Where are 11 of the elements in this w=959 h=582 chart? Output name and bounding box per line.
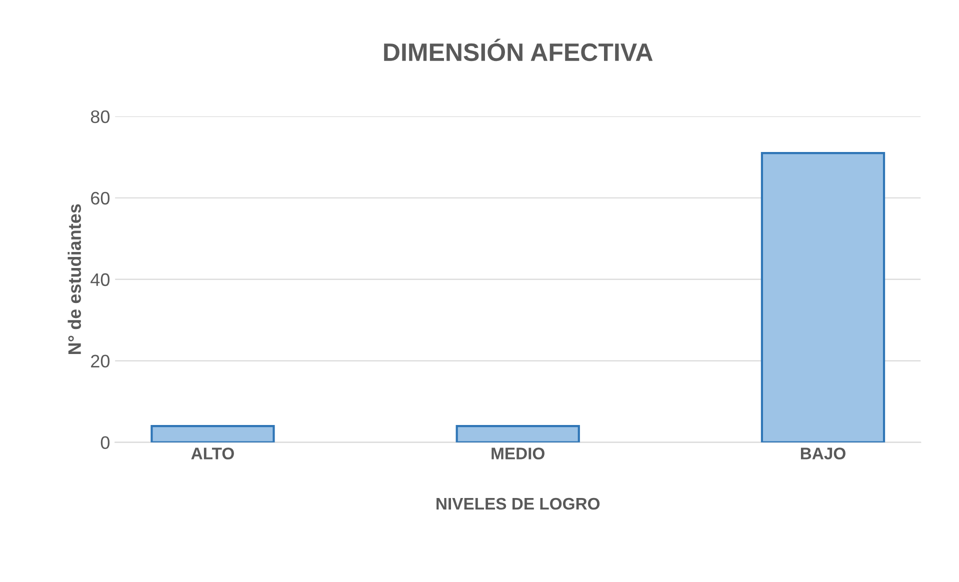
y-tick-label: 0: [100, 436, 110, 450]
x-tick-label: BAJO: [800, 448, 846, 460]
x-tick-label: ALTO: [191, 448, 234, 460]
y-tick-label: 40: [90, 273, 110, 286]
y-tick-label: 60: [91, 192, 110, 205]
y-axis-title: N° de estudiantes: [68, 204, 82, 354]
x-tick-label: MEDIO: [492, 448, 544, 460]
y-tick-label: 80: [90, 110, 110, 124]
chart-title: DIMENSIÓN AFECTIVA: [384, 38, 653, 62]
y-tick-label: 20: [91, 354, 110, 368]
x-axis-title: NIVELES DE LOGRO: [436, 498, 600, 510]
